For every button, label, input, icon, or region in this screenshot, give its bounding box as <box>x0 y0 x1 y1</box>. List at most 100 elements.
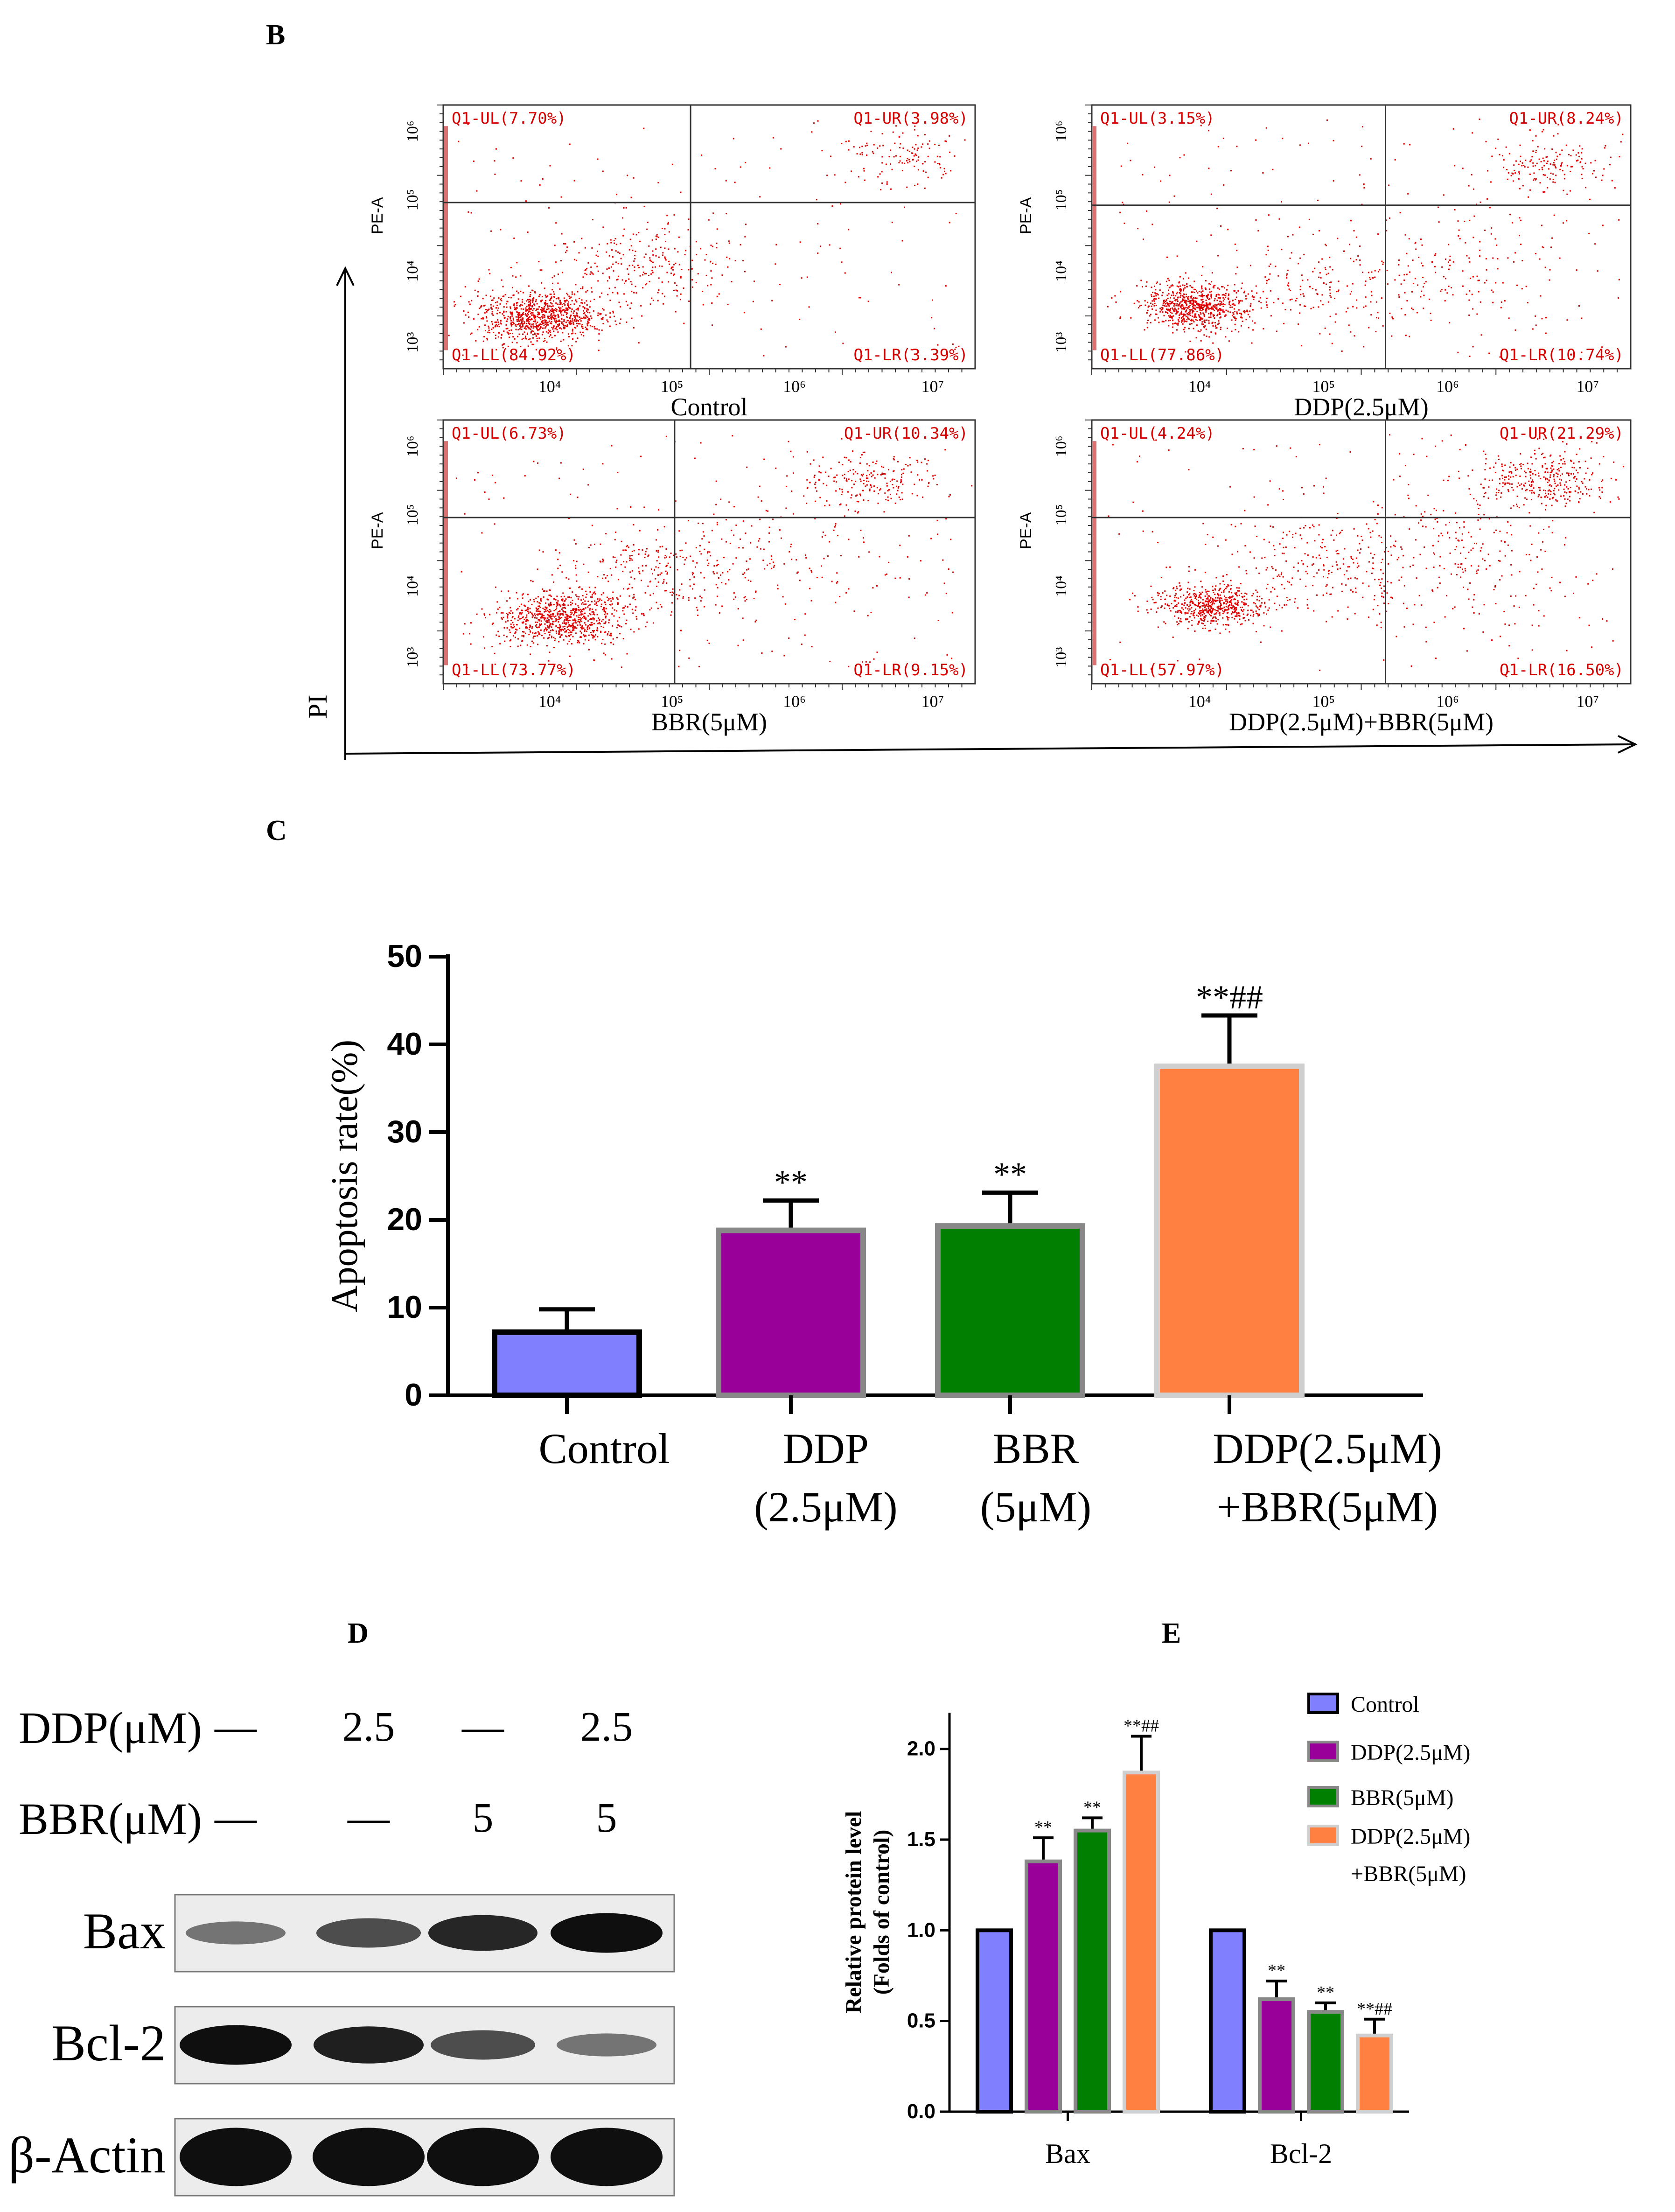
flow-event <box>1242 283 1243 284</box>
flow-event <box>1214 306 1216 308</box>
flow-event <box>1200 615 1201 616</box>
flow-event <box>1582 166 1583 168</box>
flow-event <box>522 325 523 327</box>
flow-event <box>1514 252 1516 253</box>
flow-event <box>623 588 624 589</box>
flow-event <box>645 565 647 567</box>
flow-event <box>656 602 657 603</box>
flow-event <box>570 639 571 640</box>
flow-event <box>544 306 545 308</box>
flow-event <box>890 189 892 190</box>
flow-event <box>1440 291 1441 292</box>
flow-event <box>711 302 712 304</box>
flow-event <box>897 490 899 491</box>
flow-event <box>633 631 635 633</box>
flow-event <box>514 626 515 627</box>
flow-event <box>1219 301 1221 302</box>
flow-event <box>707 285 708 287</box>
flow-event <box>587 322 589 324</box>
flow-event <box>1582 148 1583 149</box>
flow-event <box>496 313 498 314</box>
flow-event <box>580 320 582 322</box>
flow-event <box>1435 253 1436 254</box>
flow-event <box>1614 187 1616 189</box>
flow-event <box>794 619 796 620</box>
flow-event <box>623 229 625 230</box>
flow-event <box>618 263 619 264</box>
flow-event <box>1547 187 1548 189</box>
flow-event <box>1537 146 1539 147</box>
flow-event <box>1229 311 1231 313</box>
flow-event <box>532 337 534 339</box>
flow-event <box>1219 312 1221 313</box>
flow-event <box>539 184 541 186</box>
flow-event <box>1543 174 1544 175</box>
flow-event <box>1255 603 1256 604</box>
flow-event <box>1333 180 1334 182</box>
flow-event <box>561 609 563 610</box>
flow-event <box>1368 327 1369 329</box>
flow-event <box>1235 299 1236 300</box>
flow-event <box>1213 601 1214 602</box>
flow-event <box>1171 294 1172 296</box>
flow-event <box>606 608 607 609</box>
flow-event <box>510 320 512 322</box>
flow-event <box>1176 299 1178 301</box>
flow-event <box>1319 333 1320 335</box>
flow-event <box>669 556 670 558</box>
flow-event <box>565 577 567 579</box>
flow-event <box>921 147 922 148</box>
flow-event <box>634 578 635 580</box>
flow-event <box>1288 285 1289 287</box>
flow-event <box>677 598 678 600</box>
flow-event <box>1412 309 1414 310</box>
flow-event <box>544 319 545 321</box>
flow-event <box>1190 302 1191 304</box>
flow-event <box>1547 177 1548 178</box>
flow-event <box>616 637 618 638</box>
flow-event <box>1618 297 1619 299</box>
flow-event <box>1231 319 1233 321</box>
flow-event <box>1220 314 1221 315</box>
flow-event <box>559 301 561 303</box>
flow-event <box>1200 317 1201 318</box>
flow-event <box>526 310 528 311</box>
flow-event <box>805 557 807 559</box>
flow-event <box>1169 175 1171 176</box>
flow-event <box>917 149 918 151</box>
flow-event <box>721 606 723 607</box>
flow-event <box>1189 323 1191 325</box>
flow-event <box>583 310 584 312</box>
flow-event <box>541 617 542 618</box>
flow-event <box>525 623 527 625</box>
flow-event <box>1216 300 1218 301</box>
flow-event <box>688 269 689 270</box>
flow-event <box>542 296 543 297</box>
flow-event <box>504 641 505 642</box>
flow-event <box>471 333 473 334</box>
flow-event <box>1215 325 1216 326</box>
flow-event <box>1520 220 1521 221</box>
flow-event <box>454 301 455 302</box>
flow-plot-caption: DDP(2.5μM) <box>1294 393 1428 421</box>
flow-event <box>499 643 501 644</box>
flow-event <box>799 319 800 320</box>
flow-event <box>1542 167 1543 168</box>
flow-event <box>696 254 697 255</box>
flow-event <box>1189 309 1190 310</box>
flow-event <box>937 156 938 157</box>
flow-event <box>772 518 774 520</box>
flow-event <box>1349 244 1350 245</box>
flow-event <box>1578 305 1580 307</box>
flow-event <box>538 306 540 308</box>
flow-event <box>547 610 548 611</box>
y-tick-label: 10³ <box>404 332 421 352</box>
flow-event <box>1217 287 1219 289</box>
flow-event <box>1223 611 1225 613</box>
flow-event <box>1568 154 1570 155</box>
flow-plot-3: Q1-UL(6.73%)Q1-UR(10.34%)Q1-LL(73.77%)Q1… <box>369 420 975 736</box>
flow-event <box>1121 166 1122 167</box>
flow-event <box>608 598 610 600</box>
flow-event <box>569 596 570 598</box>
flow-event <box>576 596 578 597</box>
